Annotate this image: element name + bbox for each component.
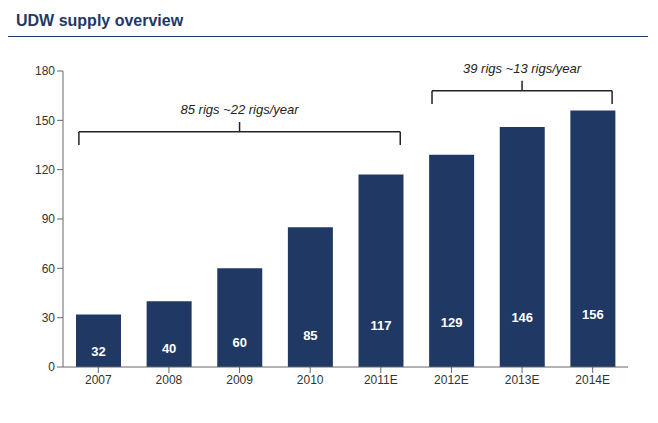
- svg-text:60: 60: [42, 262, 56, 276]
- html-text:UDW supply overview: UDW supply overview: [16, 12, 184, 29]
- svg-text:32: 32: [91, 344, 105, 359]
- svg-text:156: 156: [582, 307, 604, 322]
- svg-text:2010: 2010: [297, 373, 324, 387]
- svg-text:2014E: 2014E: [575, 373, 610, 387]
- svg-text:90: 90: [42, 212, 56, 226]
- svg-text:117: 117: [371, 318, 392, 333]
- svg-text:120: 120: [35, 163, 55, 177]
- svg-text:85: 85: [303, 328, 317, 343]
- svg-text:2012E: 2012E: [434, 373, 469, 387]
- svg-text:2008: 2008: [156, 373, 183, 387]
- svg-text:40: 40: [162, 341, 176, 356]
- svg-text:129: 129: [441, 315, 463, 330]
- svg-text:2013E: 2013E: [505, 373, 540, 387]
- svg-text:2011E: 2011E: [364, 373, 398, 387]
- svg-text:2009: 2009: [226, 373, 253, 387]
- svg-text:146: 146: [511, 310, 533, 325]
- svg-text:150: 150: [35, 114, 55, 128]
- svg-text:85 rigs ~22 rigs/year: 85 rigs ~22 rigs/year: [180, 102, 299, 117]
- svg-text:180: 180: [35, 64, 55, 78]
- svg-text:0: 0: [48, 360, 55, 374]
- svg-text:2007: 2007: [85, 373, 112, 387]
- svg-text:60: 60: [233, 335, 247, 350]
- svg-text:39 rigs ~13 rigs/year: 39 rigs ~13 rigs/year: [463, 61, 582, 76]
- svg-text:30: 30: [42, 311, 56, 325]
